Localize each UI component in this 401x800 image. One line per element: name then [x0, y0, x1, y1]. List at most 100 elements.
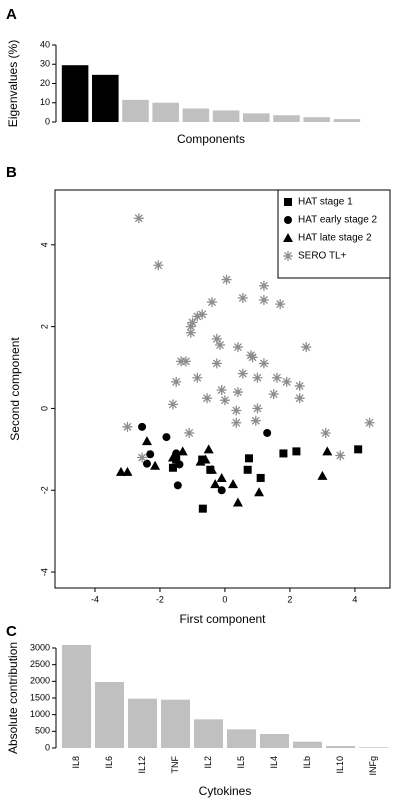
- legend-marker: [284, 216, 292, 224]
- point-asterisk: [231, 417, 242, 428]
- point-asterisk: [206, 297, 217, 308]
- bar: [61, 645, 92, 748]
- plot-frame: [54, 189, 391, 589]
- point-asterisk: [153, 260, 164, 271]
- point-asterisk: [275, 299, 286, 310]
- point-asterisk: [216, 385, 227, 396]
- point-asterisk: [185, 321, 196, 332]
- point-asterisk: [231, 405, 242, 416]
- point-asterisk: [185, 327, 196, 338]
- bar: [122, 99, 149, 122]
- point-asterisk: [268, 389, 279, 400]
- point-asterisk: [187, 317, 198, 328]
- point-asterisk: [133, 213, 144, 224]
- x-tick-label: IL6: [104, 756, 114, 769]
- point-triangle: [206, 464, 217, 474]
- point-asterisk: [215, 340, 226, 351]
- point-triangle: [232, 497, 243, 507]
- point-triangle: [122, 466, 133, 476]
- point-asterisk: [294, 380, 305, 391]
- point-square: [292, 447, 301, 456]
- y-tick-label: 3000: [30, 642, 50, 652]
- bar: [243, 113, 270, 122]
- point-asterisk: [364, 417, 375, 428]
- point-asterisk: [192, 372, 203, 383]
- bar: [94, 682, 125, 748]
- point-triangle: [115, 466, 126, 476]
- point-triangle: [150, 460, 161, 470]
- point-circle: [217, 486, 226, 495]
- point-circle: [173, 481, 182, 490]
- x-tick-label: INFg: [368, 756, 378, 776]
- x-tick-label: -4: [91, 594, 99, 604]
- y-tick-label: 500: [35, 726, 50, 736]
- point-circle: [175, 460, 184, 469]
- legend-marker: [283, 251, 293, 261]
- bar: [152, 102, 179, 122]
- point-asterisk: [167, 399, 178, 410]
- bar: [127, 698, 158, 748]
- y-tick-label: 0: [39, 406, 49, 411]
- point-asterisk: [221, 274, 232, 285]
- x-tick-label: IL8: [71, 756, 81, 769]
- x-tick-label: IL2: [203, 756, 213, 769]
- point-triangle: [216, 472, 227, 482]
- y-tick-label: -4: [39, 568, 49, 576]
- y-tick-label: -2: [39, 486, 49, 494]
- point-square: [256, 473, 265, 482]
- bar: [212, 110, 240, 122]
- point-asterisk: [237, 292, 248, 303]
- point-square: [244, 454, 253, 463]
- y-axis-label: Eigenvalues (%): [6, 40, 20, 127]
- point-asterisk: [245, 350, 256, 361]
- bar: [193, 719, 224, 748]
- bar: [273, 115, 300, 122]
- y-axis-label: Second component: [8, 337, 22, 441]
- point-asterisk: [122, 421, 133, 432]
- y-tick-label: 2: [39, 324, 49, 329]
- point-asterisk: [258, 358, 269, 369]
- point-triangle: [322, 446, 333, 456]
- legend-label: HAT stage 1: [298, 197, 353, 208]
- legend-label: HAT late stage 2: [298, 233, 372, 244]
- bar: [325, 746, 356, 748]
- point-asterisk: [271, 372, 282, 383]
- bar: [160, 699, 191, 748]
- y-tick-label: 0: [45, 742, 50, 752]
- point-asterisk: [252, 403, 263, 414]
- bar: [303, 117, 330, 122]
- y-tick-label: 1500: [30, 692, 50, 702]
- y-tick-label: 0: [45, 116, 50, 126]
- point-asterisk: [219, 395, 230, 406]
- panel-label: B: [6, 164, 17, 181]
- point-triangle: [177, 446, 188, 456]
- y-tick-label: 2500: [30, 659, 50, 669]
- y-tick-label: 4: [39, 242, 49, 247]
- point-asterisk: [197, 309, 208, 320]
- legend-label: SERO TL+: [298, 251, 347, 262]
- panel-label: A: [6, 6, 17, 23]
- point-circle: [142, 459, 151, 468]
- legend-marker: [284, 198, 292, 206]
- point-asterisk: [232, 342, 243, 353]
- x-tick-label: TNF: [170, 756, 180, 774]
- bar: [292, 741, 323, 748]
- point-asterisk: [320, 427, 331, 438]
- point-asterisk: [258, 280, 269, 291]
- point-asterisk: [237, 368, 248, 379]
- point-square: [168, 463, 177, 472]
- point-asterisk: [232, 387, 243, 398]
- legend-box: [277, 189, 391, 279]
- bar: [333, 119, 361, 122]
- point-asterisk: [192, 311, 203, 322]
- point-asterisk: [258, 295, 269, 306]
- y-tick-label: 30: [40, 59, 50, 69]
- point-triangle: [254, 487, 265, 497]
- x-axis-label: First component: [179, 612, 266, 626]
- point-asterisk: [176, 356, 187, 367]
- point-triangle: [141, 436, 152, 446]
- bar: [358, 747, 389, 748]
- x-tick-label: 2: [287, 594, 292, 604]
- point-circle: [138, 422, 147, 431]
